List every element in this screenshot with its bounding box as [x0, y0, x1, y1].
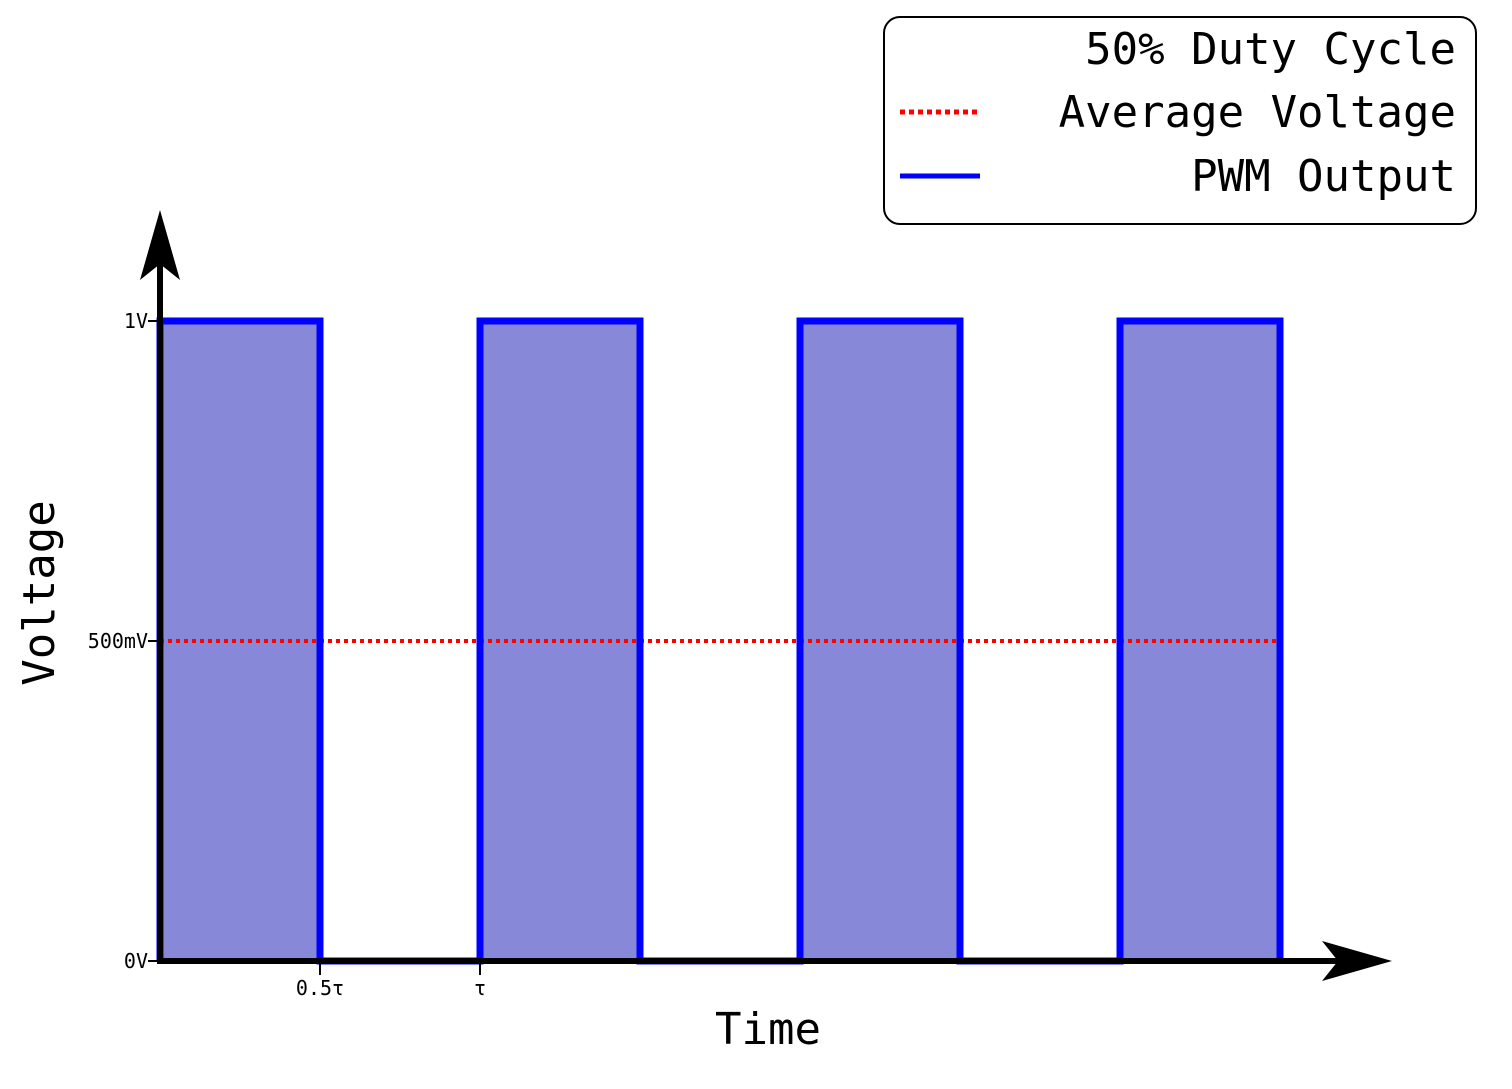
x-tick-label: 0.5τ — [296, 976, 344, 1000]
legend-box — [883, 16, 1477, 225]
y-axis-arrow — [140, 210, 180, 280]
y-tick-label: 0V — [124, 949, 148, 973]
legend: 50% Duty Cycle Average Voltage PWM Outpu… — [883, 16, 1477, 225]
series-group — [156, 317, 1284, 965]
y-tick-label: 1V — [124, 309, 148, 333]
legend-average-voltage-label: Average Voltage — [1059, 87, 1456, 138]
x-axis-arrow — [1322, 941, 1392, 981]
y-axis-label: Voltage — [14, 500, 65, 685]
y-tick-label: 500mV — [88, 629, 148, 653]
x-tick-label: τ — [474, 976, 486, 1000]
x-axis-label: Time — [715, 1004, 821, 1055]
tick-group: 0V 500mV 1V 0.5τ τ — [88, 309, 486, 1000]
legend-pwm-output-label: PWM Output — [1191, 151, 1456, 202]
legend-heading: 50% Duty Cycle — [1085, 24, 1456, 75]
